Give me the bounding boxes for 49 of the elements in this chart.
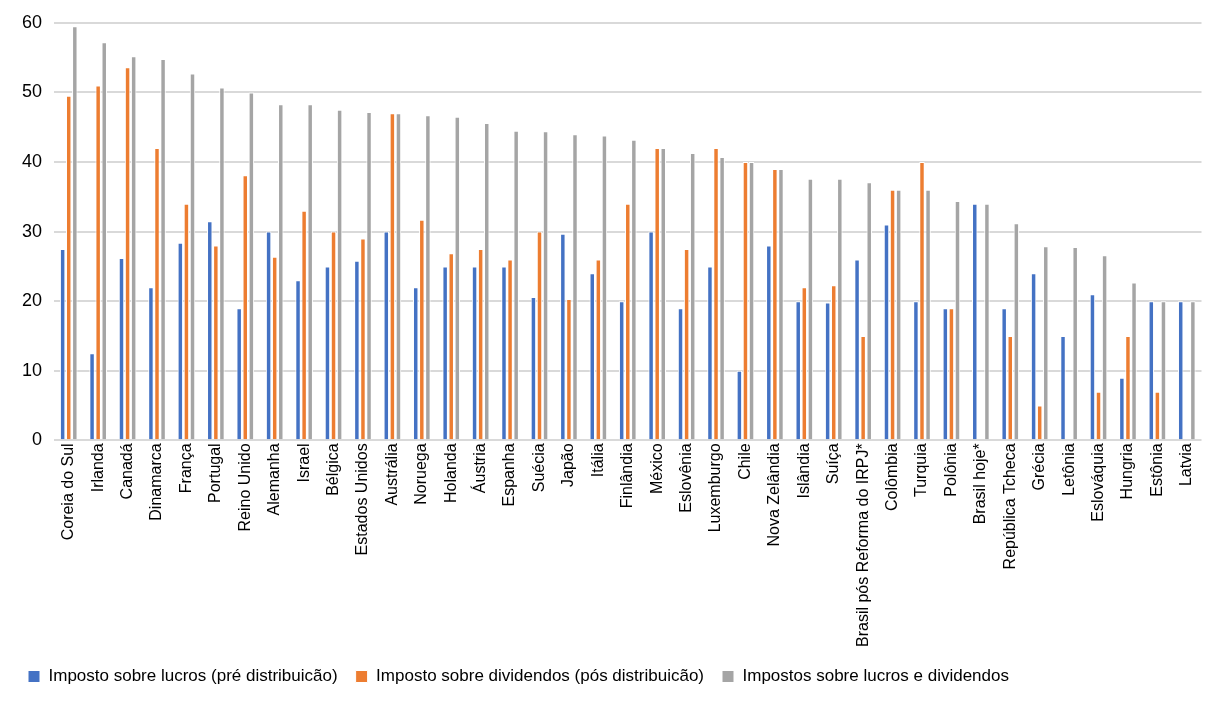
y-tick-label: 50 [21,81,43,102]
x-tick-label: Polônia [941,443,959,497]
x-tick-label: França [176,443,194,494]
x-tick-label: Suíça [824,443,842,485]
x-tick-label: Turquia [912,443,930,498]
x-tick-label: Estônia [1147,443,1165,497]
x-tick-label: Áustria [470,443,489,494]
x-tick-label: Nova Zelândia [765,443,783,547]
y-tick-label: 60 [21,11,43,32]
x-tick-label: Eslovênia [677,443,695,513]
x-tick-label: Holanda [441,443,459,503]
y-tick-label: 30 [21,220,43,241]
x-tick-label: Dinamarca [147,443,165,521]
x-tick-label: Portugal [206,443,224,503]
y-tick-label: 20 [21,290,43,311]
x-tick-label: Austrália [382,443,400,506]
x-tick-label: Colômbia [882,443,900,511]
y-tick-label: 40 [21,150,43,171]
y-tick-label: 0 [32,429,43,450]
x-tick-label: República Tcheca [1000,443,1018,570]
x-tick-label: Eslováquia [1088,443,1106,522]
legend-label: Imposto sobre lucros (pré distribuicão) [48,666,338,686]
x-tick-label: Latvia [1177,443,1195,487]
x-tick-label: Islândia [794,443,812,499]
x-tick-label: Coreia do Sul [59,443,77,541]
x-tick-label: México [647,443,665,495]
y-tick-label: 10 [21,359,43,380]
x-tick-label: Noruega [412,443,430,505]
x-tick-label: Alemanha [265,443,283,516]
legend-label: Impostos sobre lucros e dividendos [742,666,1009,686]
x-tick-label: Brasil pós Reforma do IRPJ* [853,443,871,648]
x-tick-label: Itália [588,443,606,478]
x-tick-label: Israel [294,443,312,483]
x-tick-label: Canadá [117,443,135,500]
x-tick-label: Espanha [500,443,518,507]
x-tick-label: Reino Unido [235,443,253,532]
x-tick-label: Luxemburgo [706,443,724,533]
x-tick-label: Grécia [1030,443,1048,491]
x-tick-label: Estados Unidos [353,443,371,556]
x-tick-label: Chile [735,443,753,480]
x-tick-label: Bélgica [323,443,341,496]
x-tick-label: Letônia [1059,443,1077,496]
x-tick-label: Hungria [1118,443,1136,500]
x-tick-label: Irlanda [88,443,106,493]
x-tick-label: Suécia [529,443,547,493]
x-tick-label: Finlândia [618,443,636,509]
x-tick-label: Japão [559,443,577,487]
legend-label: Imposto sobre dividendos (pós distribuicão) [376,666,705,686]
x-tick-label: Brasil hoje* [971,443,989,525]
